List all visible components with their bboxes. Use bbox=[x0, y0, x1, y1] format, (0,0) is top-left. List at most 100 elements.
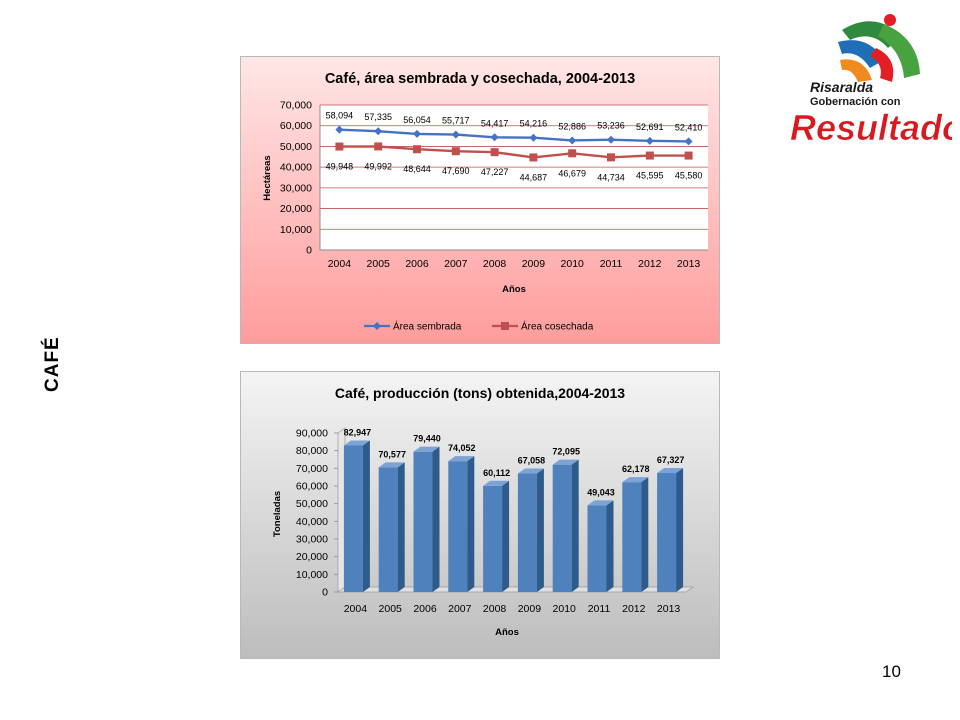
chart1-ytick-label: 70,000 bbox=[280, 100, 312, 112]
bar-2006 bbox=[413, 446, 440, 592]
bar-front bbox=[343, 445, 363, 592]
bar-front bbox=[587, 505, 607, 592]
point-sembrada bbox=[645, 136, 654, 145]
chart1-xtick-label: 2004 bbox=[328, 258, 352, 270]
chart1-ytick-label: 60,000 bbox=[280, 120, 312, 132]
series-line-cosechada bbox=[339, 145, 689, 159]
data-label-cosechada: 44,687 bbox=[520, 172, 548, 182]
chart2-ytick-label: 90,000 bbox=[296, 428, 328, 440]
legend-marker-cosechada bbox=[501, 322, 509, 330]
point-cosechada bbox=[413, 145, 421, 154]
bar-2005 bbox=[378, 462, 405, 592]
bar-side bbox=[536, 468, 544, 592]
legend-label-cosechada: Área cosechada bbox=[521, 320, 594, 333]
chart1-legend: Área sembrada Área cosechada bbox=[364, 320, 594, 333]
chart1-xtick-label: 2009 bbox=[522, 258, 546, 270]
chart1-title: Café, área sembrada y cosechada, 2004-20… bbox=[325, 71, 635, 87]
page-number: 10 bbox=[882, 662, 901, 681]
bar-2008 bbox=[483, 480, 510, 592]
point-cosechada bbox=[645, 151, 654, 160]
bar-top bbox=[378, 462, 405, 468]
bar-top bbox=[413, 446, 440, 452]
data-label-cosechada: 47,690 bbox=[442, 166, 470, 176]
data-label-sembrada: 58,094 bbox=[326, 111, 354, 121]
bar-data-label: 67,327 bbox=[657, 455, 685, 465]
chart1-ylabel: Hectáreas bbox=[262, 155, 273, 200]
bar-top bbox=[622, 477, 649, 483]
chart1-ytick-label: 0 bbox=[306, 245, 312, 257]
point-sembrada bbox=[684, 137, 693, 146]
bar-top bbox=[552, 459, 579, 465]
point-sembrada bbox=[568, 136, 577, 145]
chart2-ylabel: Toneladas bbox=[272, 491, 283, 537]
bar-2011 bbox=[587, 500, 614, 592]
chart1-xtick-label: 2007 bbox=[444, 258, 468, 270]
bar-side bbox=[571, 459, 579, 592]
chart2-xtick-label: 2006 bbox=[413, 603, 437, 615]
logo-line3: Resultados bbox=[790, 107, 952, 148]
data-label-sembrada: 54,417 bbox=[481, 118, 509, 128]
chart2-ytick-label: 0 bbox=[322, 587, 328, 599]
point-sembrada bbox=[335, 125, 344, 134]
bar-2013 bbox=[657, 468, 684, 592]
bar-side bbox=[606, 500, 614, 592]
chart1-plot-area bbox=[320, 105, 708, 250]
chart1-ytick-label: 30,000 bbox=[280, 182, 312, 194]
chart1-ytick-label: 10,000 bbox=[280, 224, 312, 236]
bar-2004 bbox=[343, 440, 370, 592]
bar-data-label: 82,947 bbox=[344, 427, 372, 437]
bar-front bbox=[413, 451, 433, 592]
point-cosechada bbox=[335, 142, 344, 151]
point-cosechada bbox=[451, 147, 460, 156]
bar-side bbox=[641, 477, 649, 592]
chart1-ytick-label: 20,000 bbox=[280, 203, 312, 215]
data-label-sembrada: 52,886 bbox=[558, 121, 586, 131]
series-line-sembrada bbox=[339, 128, 689, 143]
data-label-sembrada: 57,335 bbox=[364, 112, 392, 122]
bar-front bbox=[517, 473, 537, 592]
bar-side bbox=[502, 480, 510, 592]
data-label-sembrada: 52,410 bbox=[675, 122, 703, 132]
bar-chart: Café, producción (tons) obtenida,2004-20… bbox=[240, 371, 720, 659]
chart2-ytick-label: 50,000 bbox=[296, 498, 328, 510]
point-cosechada bbox=[529, 153, 538, 162]
chart2-xtick-label: 2011 bbox=[588, 603, 611, 615]
chart2-xtick-label: 2008 bbox=[483, 603, 507, 615]
data-label-sembrada: 56,054 bbox=[403, 115, 431, 125]
data-label-cosechada: 47,227 bbox=[481, 167, 509, 177]
bar-2010 bbox=[552, 459, 579, 592]
chart2-xtick-label: 2012 bbox=[622, 603, 646, 615]
bar-data-label: 60,112 bbox=[483, 468, 510, 478]
bar-data-label: 62,178 bbox=[622, 464, 650, 474]
data-label-sembrada: 53,236 bbox=[597, 121, 625, 131]
point-cosechada bbox=[607, 153, 615, 162]
bar-side bbox=[467, 456, 475, 592]
chart2-xlabel: Años bbox=[495, 627, 519, 638]
bar-side bbox=[397, 462, 405, 592]
bar-data-label: 70,577 bbox=[378, 449, 406, 459]
data-label-cosechada: 49,992 bbox=[364, 161, 392, 171]
point-sembrada bbox=[374, 127, 383, 136]
data-label-cosechada: 48,644 bbox=[403, 164, 431, 174]
bar-top bbox=[587, 500, 614, 506]
bar-data-label: 74,052 bbox=[448, 443, 476, 453]
data-label-sembrada: 54,216 bbox=[520, 119, 548, 129]
chart1-xtick-label: 2013 bbox=[677, 258, 701, 270]
bar-top bbox=[448, 456, 475, 462]
bar-front bbox=[622, 482, 642, 592]
chart2-ytick-label: 30,000 bbox=[296, 534, 328, 546]
bar-2012 bbox=[622, 477, 649, 592]
point-cosechada bbox=[684, 151, 693, 160]
chart2-xtick-label: 2007 bbox=[448, 603, 472, 615]
data-label-cosechada: 46,679 bbox=[558, 168, 586, 178]
chart1-xtick-label: 2008 bbox=[483, 258, 507, 270]
point-sembrada bbox=[413, 129, 421, 138]
bar-side bbox=[432, 446, 440, 592]
chart1-xtick-label: 2010 bbox=[561, 258, 585, 270]
bar-side bbox=[676, 468, 684, 592]
bar-side bbox=[362, 440, 370, 592]
bar-data-label: 67,058 bbox=[518, 456, 546, 466]
bar-data-label: 79,440 bbox=[413, 434, 441, 444]
data-label-sembrada: 55,717 bbox=[442, 116, 470, 126]
logo-line1: Risaralda bbox=[810, 79, 873, 95]
